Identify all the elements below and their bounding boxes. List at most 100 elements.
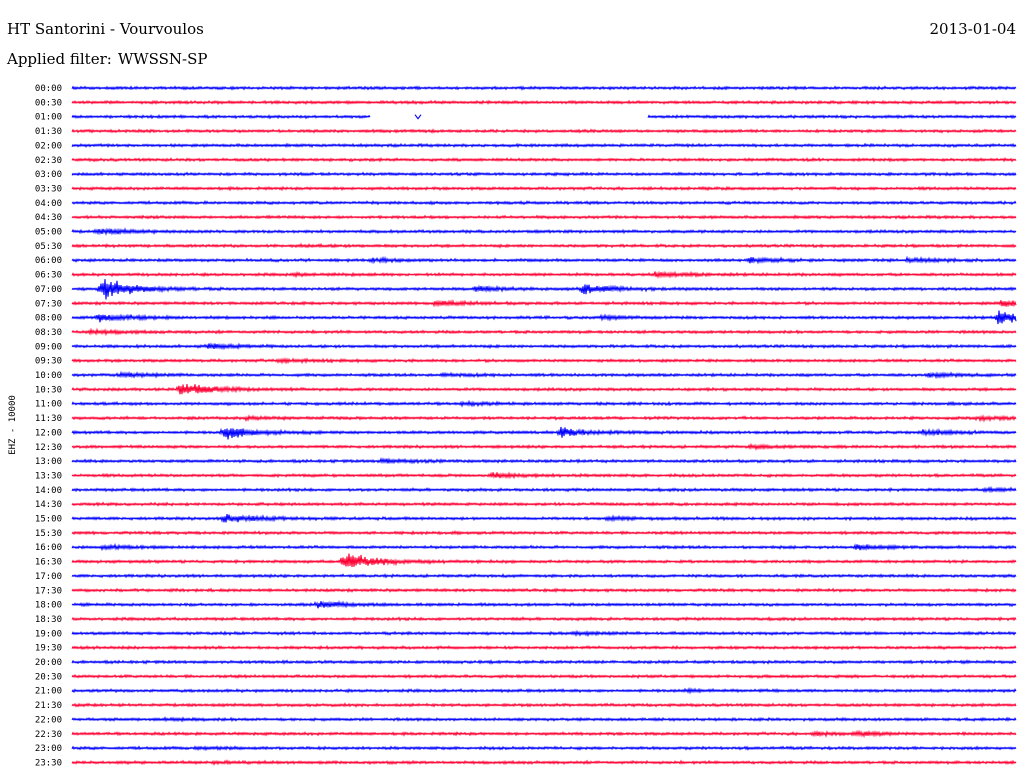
trace-row [71,157,1017,163]
row-time-label: 00:30 [35,98,62,108]
row-time-labels: 00:00 00:30 01:00 01:30 02:00 02:30 03:00 03:30… [35,84,62,768]
row-time-label: 04:00 [35,199,62,209]
trace-row [71,553,1017,568]
row-time-label: 00:00 [35,84,62,94]
row-time-label: 05:30 [35,242,62,252]
row-time-label: 06:00 [35,256,62,266]
trace-row [71,514,1017,523]
row-time-label: 08:00 [35,314,62,324]
row-time-label: 08:30 [35,328,62,338]
trace-row [71,270,1017,280]
trace-row [71,485,1017,494]
trace-row [71,255,1017,265]
row-time-label: 05:00 [35,228,62,238]
trace-row [71,342,1017,351]
trace-row [71,600,1017,609]
row-time-label: 09:30 [35,357,62,367]
trace-row [71,310,1017,325]
trace-row [71,85,1017,91]
row-time-label: 03:00 [35,170,62,180]
trace-row [71,673,1017,680]
filter-label: Applied filter: WWSSN-SP [7,50,208,68]
trace-row [71,716,1017,723]
trace-row [71,659,1017,665]
row-time-label: 12:00 [35,428,62,438]
row-time-label: 17:00 [35,572,62,582]
trace-row [71,573,1017,579]
trace-row [71,185,1017,192]
trace-row [71,214,1017,220]
trace-row [71,199,1017,206]
row-time-label: 06:30 [35,271,62,281]
row-time-label: 22:30 [35,730,62,740]
station-title: HT Santorini - Vourvoulos [7,20,204,38]
trace-row [71,616,1017,622]
row-time-label: 19:30 [35,644,62,654]
row-time-label: 20:30 [35,672,62,682]
trace-row [71,745,1017,752]
trace-row [71,299,1017,308]
row-time-label: 23:30 [35,758,62,768]
row-time-label: 07:00 [35,285,62,295]
row-time-label: 20:00 [35,658,62,668]
row-time-label: 11:00 [35,400,62,410]
trace-row [71,399,1017,408]
trace-row [71,542,1017,552]
row-time-label: 17:30 [35,586,62,596]
trace-row [71,529,1017,536]
row-time-label: 03:30 [35,184,62,194]
trace-row [71,644,1017,651]
row-time-label: 18:30 [35,615,62,625]
trace-row [71,457,1017,465]
date-label: 2013-01-04 [929,20,1016,38]
trace-row [71,426,1017,440]
trace-row [71,442,1017,451]
trace-row [71,128,1017,134]
row-time-label: 01:00 [35,113,62,123]
trace-row [71,227,1017,236]
trace-row [71,279,1017,300]
row-time-label: 02:30 [35,156,62,166]
trace-row [71,113,1017,120]
trace-row [71,759,1017,766]
trace-row [71,384,1017,395]
row-time-label: 22:00 [35,715,62,725]
y-axis-label: EHZ - 10000 [8,395,18,455]
row-time-label: 02:00 [35,141,62,151]
filter-name: WWSSN-SP [117,50,208,68]
trace-row [71,702,1017,708]
row-time-label: 14:00 [35,486,62,496]
row-time-label: 19:00 [35,629,62,639]
trace-row [71,587,1017,594]
row-time-label: 09:00 [35,342,62,352]
row-time-label: 23:00 [35,744,62,754]
row-time-label: 13:00 [35,457,62,467]
row-time-label: 21:00 [35,687,62,697]
trace-row [71,357,1017,365]
row-time-label: 07:30 [35,299,62,309]
trace-row [71,629,1017,638]
trace-row [71,414,1017,423]
row-time-label: 10:00 [35,371,62,381]
row-time-label: 16:30 [35,558,62,568]
row-time-label: 10:30 [35,385,62,395]
row-time-label: 21:30 [35,701,62,711]
trace-row [71,370,1017,380]
trace-row [71,142,1017,149]
row-time-label: 12:30 [35,443,62,453]
trace-row [71,242,1017,249]
trace-row [71,171,1017,177]
trace-row [71,729,1017,739]
trace-row [71,327,1017,337]
filter-prefix: Applied filter: [7,50,112,68]
row-time-label: 01:30 [35,127,62,137]
trace-group [71,85,1017,766]
row-time-label: 18:00 [35,601,62,611]
row-time-label: 14:30 [35,500,62,510]
row-time-label: 11:30 [35,414,62,424]
row-time-label: 15:00 [35,515,62,525]
trace-row [71,686,1017,695]
row-time-label: 13:30 [35,471,62,481]
trace-row [71,471,1017,480]
